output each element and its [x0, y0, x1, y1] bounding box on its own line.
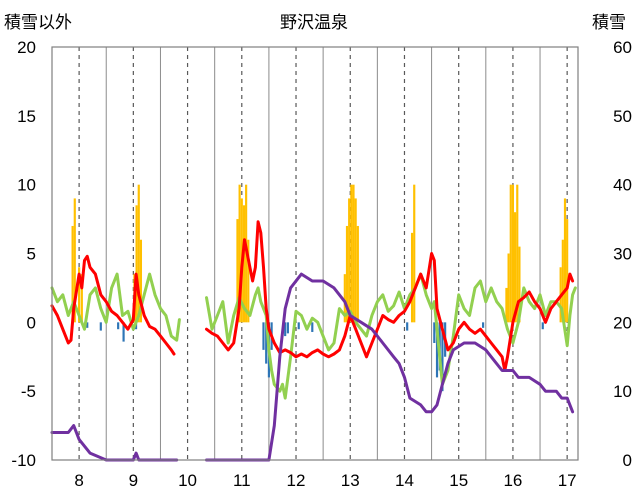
- precip-bar: [413, 184, 416, 323]
- precip-bar: [516, 184, 519, 323]
- plot-frame: [51, 46, 579, 461]
- red-series-line: [205, 220, 575, 372]
- right-tick-label: 10: [613, 382, 632, 401]
- snow-change-bar: [284, 322, 287, 337]
- precip-bar: [247, 239, 250, 323]
- snow-change-bar: [482, 322, 485, 328]
- x-tick-label: 8: [74, 471, 83, 490]
- right-tick-label: 60: [613, 38, 632, 57]
- snow-change-bar: [86, 322, 89, 328]
- snow-change-bar: [435, 322, 439, 378]
- precip-bar: [71, 225, 74, 323]
- precip-bar: [80, 274, 83, 323]
- purple-snow-depth-line: [205, 272, 575, 462]
- precip-bar: [511, 184, 515, 323]
- x-tick-label: 9: [129, 471, 138, 490]
- left-axis-title: 積雪以外: [4, 13, 72, 33]
- snow-change-bar: [406, 322, 409, 331]
- snow-change-bar: [541, 322, 544, 330]
- right-tick-label: 50: [613, 107, 632, 126]
- precip-bar: [345, 225, 349, 323]
- left-tick-label: 0: [27, 313, 36, 332]
- precip-bar: [509, 184, 512, 323]
- precip-bar: [505, 287, 508, 323]
- x-tick-label: 14: [395, 471, 414, 490]
- precip-bar: [78, 267, 81, 323]
- precip-bar: [242, 205, 246, 323]
- left-tick-label: 5: [27, 245, 36, 264]
- precip-bar: [352, 184, 355, 323]
- left-tick-label: 20: [17, 38, 36, 57]
- right-tick-label: 20: [613, 313, 632, 332]
- chart-title: 野沢温泉: [280, 13, 348, 33]
- x-tick-label: 12: [287, 471, 306, 490]
- snow-change-bar: [441, 322, 444, 392]
- precip-bar: [139, 239, 143, 323]
- precip-bar: [348, 198, 351, 323]
- precip-bar: [356, 225, 359, 323]
- green-series-line: [205, 272, 577, 400]
- right-tick-label: 30: [613, 245, 632, 264]
- left-tick-label: -5: [21, 382, 36, 401]
- snow-change-bar: [122, 322, 125, 342]
- snow-change-bar: [262, 322, 265, 350]
- snow-change-bar: [99, 322, 102, 331]
- precip-bar: [73, 198, 76, 323]
- right-axis-title: 積雪: [592, 13, 626, 33]
- precip-bar: [137, 184, 140, 323]
- snow-change-bar: [311, 322, 314, 332]
- x-tick-label: 10: [178, 471, 197, 490]
- precip-bar: [518, 246, 521, 323]
- right-tick-label: 40: [613, 176, 632, 195]
- precip-bar: [410, 232, 414, 323]
- x-tick-label: 11: [233, 471, 251, 490]
- snow-change-bar: [286, 322, 289, 334]
- snow-change-bar: [433, 322, 436, 343]
- precip-bar: [135, 205, 138, 323]
- precip-bar: [561, 239, 564, 323]
- left-tick-label: 10: [17, 176, 36, 195]
- precip-bar: [238, 184, 241, 323]
- snow-change-bar: [117, 322, 120, 330]
- precip-bar: [514, 212, 517, 323]
- x-tick-label: 13: [341, 471, 360, 490]
- snow-change-bar: [297, 322, 300, 330]
- x-tick-label: 15: [449, 471, 468, 490]
- precip-bar: [343, 274, 346, 323]
- precip-bar: [507, 253, 510, 323]
- snow-change-bar: [265, 322, 268, 364]
- precip-bar: [563, 198, 567, 323]
- red-series-line: [50, 254, 176, 356]
- precip-bar: [350, 184, 353, 323]
- purple-snow-depth-line: [50, 424, 179, 462]
- x-tick-label: 16: [503, 471, 522, 490]
- x-tick-label: 17: [558, 471, 577, 490]
- left-tick-label: -10: [11, 451, 36, 470]
- precip-bar: [236, 219, 239, 323]
- right-tick-label: 0: [623, 451, 632, 470]
- precip-bar: [354, 198, 357, 323]
- precip-bar: [566, 219, 569, 323]
- left-tick-label: 15: [17, 107, 36, 126]
